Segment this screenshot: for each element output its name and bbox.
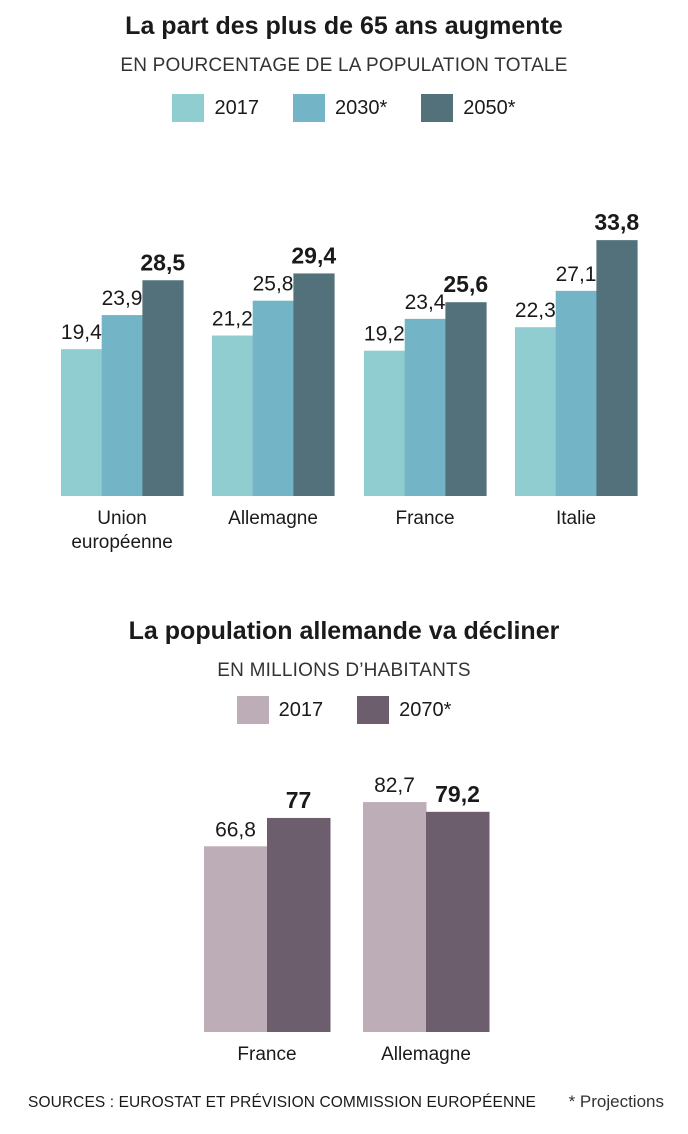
bar-c2-c0-s1 (267, 817, 331, 1032)
data-label-c2-c1-s0: 82,7 (374, 774, 415, 797)
data-label-c2-c0-s1: 77 (286, 787, 312, 813)
bar-c1-c3-s0 (515, 327, 557, 496)
chart1-subtitle: EN POURCENTAGE DE LA POPULATION TOTALE (120, 55, 568, 76)
chart1-legend: 2017 2030* 2050* (0, 94, 688, 122)
data-label-c2-c0-s0: 66,8 (215, 818, 256, 841)
chart1-title: La part des plus de 65 ans augmente (125, 12, 563, 40)
category-label-c2-c1-l0: Allemagne (381, 1044, 471, 1065)
chart2-legend: 2017 2070* (0, 696, 688, 724)
bar-c1-c0-s2 (142, 280, 184, 496)
category-label-c1-c1-l0: Allemagne (228, 508, 318, 529)
data-label-c1-c1-s1: 25,8 (253, 273, 294, 296)
legend-label-2050: 2050* (463, 96, 516, 119)
bar-c2-c0-s0 (204, 846, 268, 1032)
category-label-c1-c2-l0: France (395, 508, 454, 529)
bar-c1-c1-s1 (252, 300, 294, 496)
legend-item-2017: 2017 (172, 94, 259, 122)
legend-item-2050: 2050* (421, 94, 516, 122)
bar-c1-c0-s0 (61, 349, 103, 496)
data-label-c2-c1-s1: 79,2 (435, 781, 480, 807)
bar-c1-c1-s0 (212, 335, 254, 496)
category-label-c1-c0-l1: européenne (71, 532, 172, 553)
data-label-c1-c0-s1: 23,9 (102, 287, 143, 310)
bar-c2-c1-s1 (426, 811, 490, 1032)
data-label-c1-c1-s2: 29,4 (291, 242, 336, 268)
data-label-c1-c2-s2: 25,6 (443, 271, 488, 297)
legend-label-2070: 2070* (399, 698, 452, 721)
bar-c2-c1-s0 (363, 802, 427, 1032)
data-label-c1-c3-s1: 27,1 (556, 263, 597, 286)
chart2-title: La population allemande va décliner (128, 617, 560, 645)
data-label-c1-c0-s2: 28,5 (140, 249, 185, 275)
bar-c1-c2-s2 (445, 302, 487, 496)
category-label-c1-c3-l0: Italie (556, 508, 596, 529)
bar-c1-c3-s1 (555, 290, 597, 496)
bar-c1-c0-s1 (101, 315, 143, 496)
data-label-c1-c2-s0: 19,2 (364, 323, 405, 346)
chart1-plot: 19,423,9 28,5 Union européenne 21,225,8 29,4 A… (61, 209, 639, 553)
data-label-c1-c3-s0: 22,3 (515, 299, 556, 322)
legend-item-2017b: 2017 (236, 696, 324, 724)
legend-swatch-2017b (236, 696, 269, 724)
data-label-c1-c2-s1: 23,4 (405, 291, 446, 314)
legend-swatch-2030 (292, 94, 325, 122)
data-label-c1-c0-s0: 19,4 (61, 321, 102, 344)
category-label-c1-c0-l0: Union (97, 508, 147, 529)
chart2-plot: 66,8 77 France 82,7 79,2 Allemagne (204, 774, 490, 1065)
data-label-c1-c3-s2: 33,8 (594, 209, 639, 235)
data-label-c1-c1-s0: 21,2 (212, 308, 253, 331)
sources-text: SOURCES : EUROSTAT ET PRÉVISION COMMISSI… (28, 1094, 536, 1111)
legend-label-2017: 2017 (214, 96, 259, 119)
legend-item-2070: 2070* (357, 696, 451, 724)
legend-label-2017b: 2017 (278, 698, 324, 721)
chart2-subtitle: EN MILLIONS D’HABITANTS (217, 660, 471, 681)
category-label-c2-c0-l0: France (237, 1044, 296, 1065)
legend-item-2030: 2030* (292, 94, 388, 122)
bar-c1-c2-s1 (404, 318, 446, 496)
legend-swatch-2050 (421, 94, 454, 122)
projections-note: * Projections (568, 1092, 664, 1111)
legend-label-2030: 2030* (334, 96, 388, 119)
legend-swatch-2070 (357, 696, 390, 724)
bar-c1-c2-s0 (364, 350, 406, 496)
bar-c1-c1-s2 (293, 273, 335, 496)
bar-c1-c3-s2 (596, 240, 638, 496)
legend-swatch-2017 (172, 94, 205, 122)
